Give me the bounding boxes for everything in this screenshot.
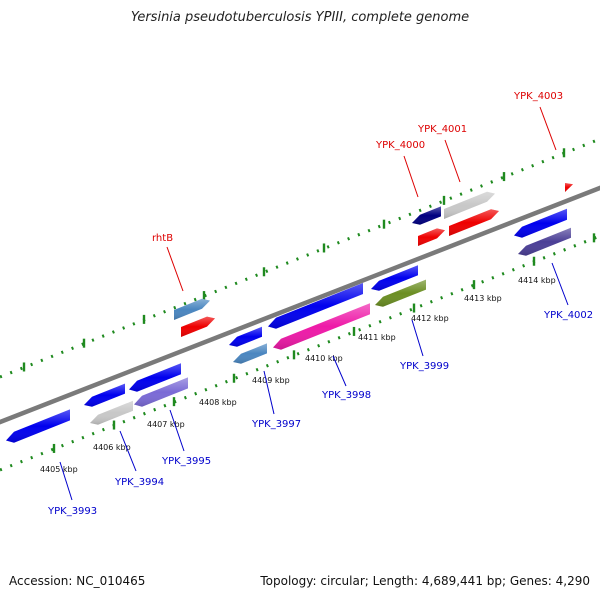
scale-track-lower [0,234,600,472]
gene-reverse-1-shading [6,409,70,443]
gene-label-reverse: YPK_3994 [114,477,164,488]
genome-backbone [0,185,600,425]
kbp-tick-label: 4408 kbp [199,398,237,407]
leader-line-forward [539,106,557,151]
kbp-tick-label: 4409 kbp [252,376,290,385]
gene-ypk-4001-shading [449,209,499,236]
gene-ypk-3995-shading [134,377,188,407]
kbp-tick-label: 4407 kbp [147,420,185,429]
gene-ypk-4003-shading [565,183,573,192]
gene-ypk-3994-shading [90,400,133,425]
topology-text: Topology: circular; Length: 4,689,441 bp… [260,574,590,588]
leader-line-reverse [169,409,185,452]
gene-ypk-3999-shading [375,279,426,307]
kbp-tick-label: 4413 kbp [464,294,502,303]
backbone-layer [0,185,600,425]
kbp-tick-label: 4406 kbp [93,443,131,452]
kbp-tick-label: 4410 kbp [305,354,343,363]
gene-reverse-2-shading [84,383,125,407]
gene-ypk-4000-shading [418,228,445,246]
leader-line-forward [166,246,184,292]
leader-line-reverse [551,262,569,306]
leader-line-reverse [411,319,424,357]
leader-line-reverse [59,461,73,501]
leader-line-reverse [263,370,275,415]
gene-reverse-3-shading [129,363,181,392]
gene-ypk-4002-shading [518,227,571,256]
leader-line-reverse [332,355,347,387]
gene-label-reverse: YPK_3997 [251,419,301,430]
gene-label-forward: rhtB [152,233,173,244]
gene-label-reverse: YPK_4002 [543,310,593,321]
gene-reverse-4-shading [229,326,262,347]
accession-text: Accession: NC_010465 [9,574,146,588]
gene-ypk-3997-shading [233,343,267,364]
kbp-tick-label: 4411 kbp [358,333,396,342]
leader-line-forward [403,155,419,198]
gene-reverse-6-shading [371,265,418,291]
gene-reverse-7-shading [514,208,567,238]
gene-upper-gray-shading [444,191,495,219]
gene-label-reverse: YPK_3995 [161,456,211,467]
leader-line-forward [444,139,461,183]
gene-layer [6,183,573,443]
gene-ypk-3998-shading [273,303,370,350]
kbp-tick-label: 4405 kbp [40,465,78,474]
gene-label-forward: YPK_4000 [375,140,425,151]
gene-upper-dark-shading [412,206,441,225]
gene-reverse-5-shading [268,283,363,329]
label-layer: rhtB YPK_4000 YPK_4001 YPK_4003 YPK_3993 YPK_… [47,91,593,517]
tick-layer: 4405 kbp 4406 kbp 4407 kbp 4408 kbp 4409 kbp… [0,137,600,474]
kbp-tick-label: 4414 kbp [518,276,556,285]
gene-label-forward: YPK_4001 [417,124,467,135]
gene-rhtb-shading [181,316,215,337]
gene-label-forward: YPK_4003 [513,91,563,102]
leader-line-reverse [119,430,137,472]
gene-label-reverse: YPK_3999 [399,361,449,372]
genome-title: Yersinia pseudotuberculosis YPIII, compl… [130,10,470,25]
kbp-tick-label: 4412 kbp [411,314,449,323]
gene-rhtb-upper-shading [174,298,210,320]
gene-label-reverse: YPK_3993 [47,506,97,517]
gene-label-reverse: YPK_3998 [321,390,371,401]
